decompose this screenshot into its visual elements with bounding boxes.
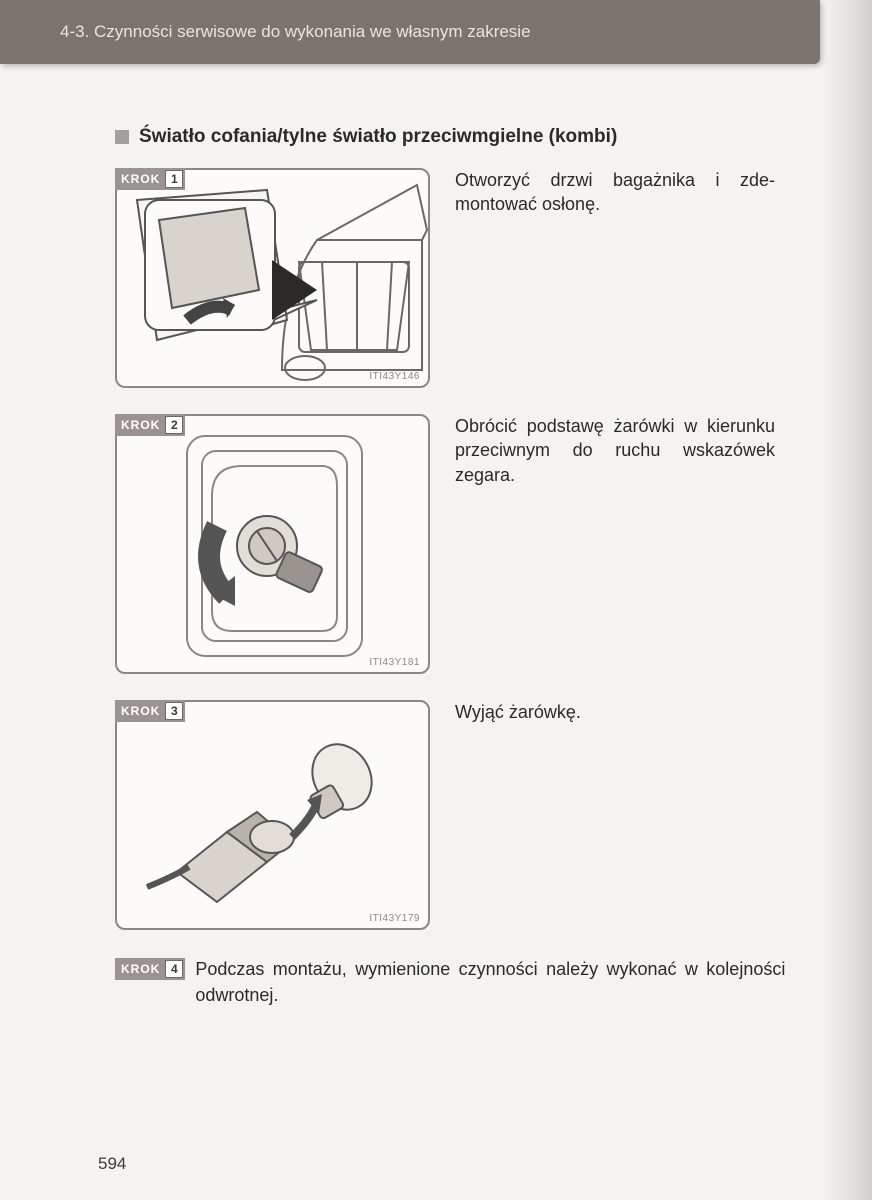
section-title-row: Światło cofania/tylne światło przeciwmgi…	[115, 126, 832, 148]
figure-2: ITI43Y181	[115, 414, 430, 674]
figure-code: ITI43Y181	[369, 657, 420, 668]
step-tag: KROK 4	[115, 958, 185, 980]
step-number: 4	[165, 960, 183, 978]
step-number: 2	[165, 416, 183, 434]
page-content: Światło cofania/tylne światło przeciwmgi…	[0, 64, 872, 1008]
step-tag: KROK 2	[115, 414, 185, 436]
step-label: KROK	[121, 704, 160, 718]
step-label: KROK	[121, 962, 160, 976]
step-4-text: Podczas montażu, wymienione czynności na…	[195, 956, 785, 1008]
figure-3: ITI43Y179	[115, 700, 430, 930]
chapter-header: 4-3. Czynności serwisowe do wykonania we…	[0, 0, 820, 64]
square-bullet-icon	[115, 130, 129, 144]
figure-code: ITI43Y179	[369, 913, 420, 924]
figure-1: ITI43Y146	[115, 168, 430, 388]
step-1: KROK 1	[115, 168, 832, 388]
chapter-code: 4-3.	[60, 22, 89, 41]
figure-code: ITI43Y146	[369, 371, 420, 382]
step-4: KROK 4 Podczas montażu, wymienione czynn…	[115, 956, 832, 1008]
step-tag: KROK 3	[115, 700, 185, 722]
step-label: KROK	[121, 418, 160, 432]
page-number: 594	[98, 1154, 126, 1174]
step-3: KROK 3	[115, 700, 832, 930]
step-number: 1	[165, 170, 183, 188]
step-label: KROK	[121, 172, 160, 186]
step-2-text: Obrócić podstawę żarówki w kie­runku prz…	[435, 414, 775, 487]
step-1-text: Otworzyć drzwi bagażnika i zde­montować …	[435, 168, 775, 217]
section-title: Światło cofania/tylne światło przeciwmgi…	[139, 126, 617, 148]
step-3-text: Wyjąć żarówkę.	[435, 700, 581, 724]
step-tag: KROK 1	[115, 168, 185, 190]
step-2: KROK 2	[115, 414, 832, 674]
step-number: 3	[165, 702, 183, 720]
chapter-title: Czynności serwisowe do wykonania we włas…	[94, 22, 531, 41]
